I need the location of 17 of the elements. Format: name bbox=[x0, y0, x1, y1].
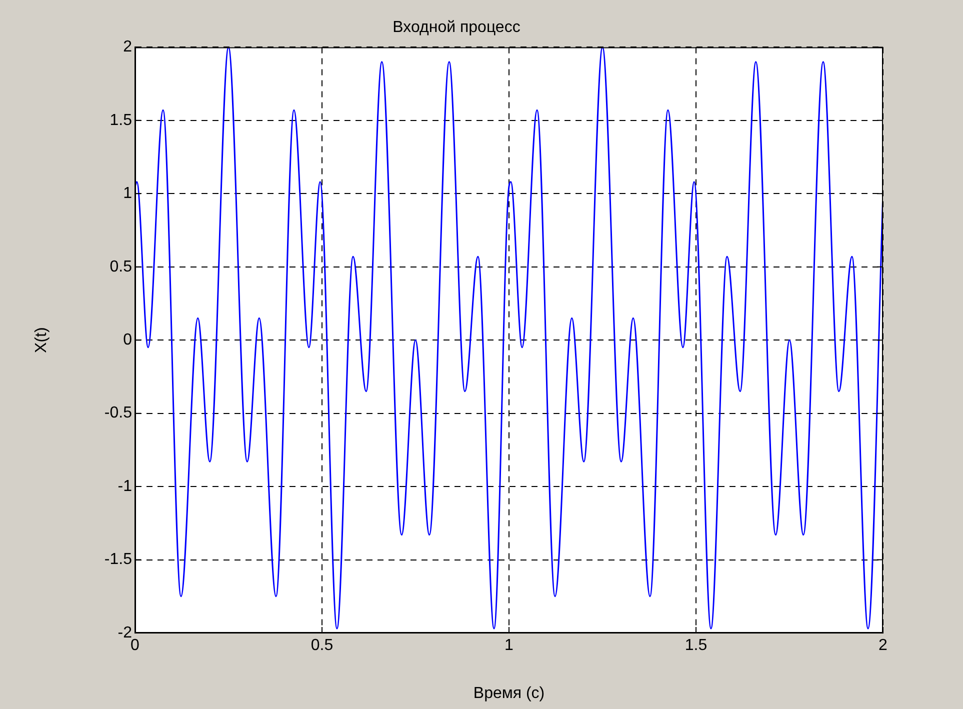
line-series bbox=[135, 47, 883, 630]
x-tick-label: 0.5 bbox=[310, 637, 334, 654]
y-tick-label: 0.5 bbox=[110, 258, 132, 276]
y-tick-label: 0 bbox=[123, 332, 132, 349]
y-tick-label: -1.5 bbox=[104, 551, 132, 568]
x-tick-label: 2 bbox=[878, 637, 888, 654]
x-tick-label: 1.5 bbox=[684, 637, 708, 654]
x-axis-title: Время (с) bbox=[473, 684, 545, 702]
x-tick-label: 1 bbox=[504, 637, 514, 654]
y-tick-label: 1 bbox=[123, 185, 132, 202]
y-tick-label: -2 bbox=[118, 624, 132, 642]
y-tick-label: -0.5 bbox=[104, 404, 132, 422]
chart-title: Входной процесс bbox=[392, 19, 520, 36]
y-tick-label: 1.5 bbox=[110, 112, 132, 129]
y-tick-label: 2 bbox=[123, 38, 132, 56]
y-tick-label: -1 bbox=[118, 478, 132, 495]
y-axis-title: X(t) bbox=[33, 327, 50, 353]
